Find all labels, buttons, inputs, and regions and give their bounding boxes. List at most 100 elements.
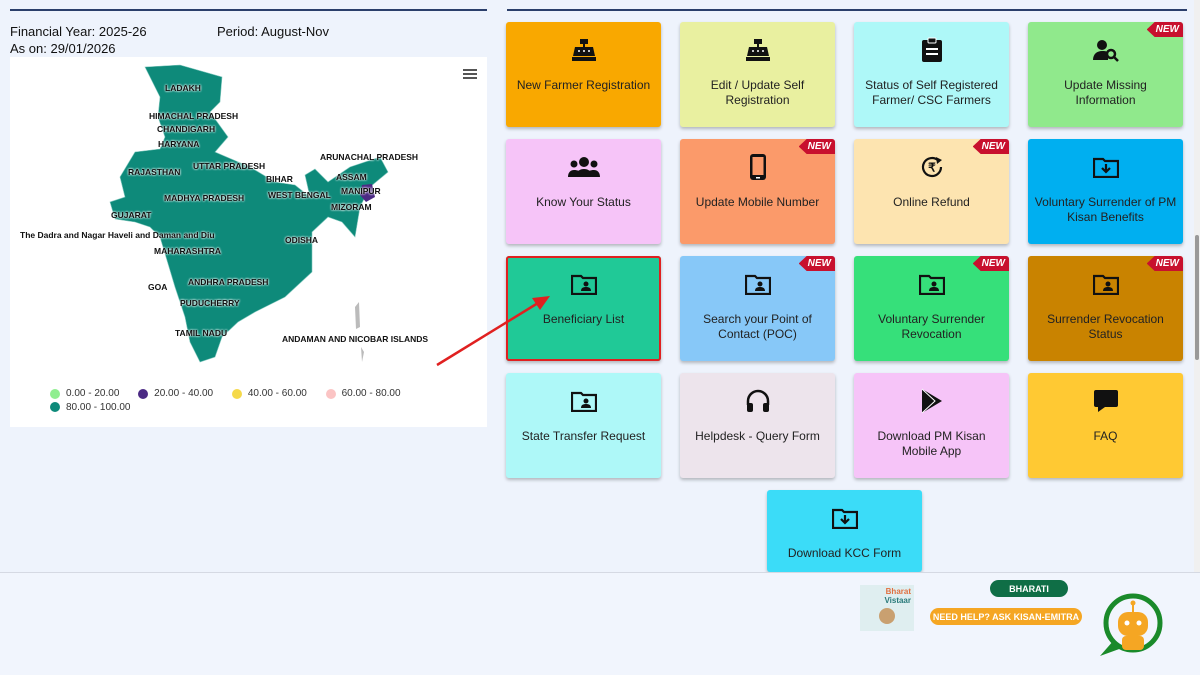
tile-label: Online Refund [893,195,970,209]
tile-voluntary-surrender-of-pm-kisan-benefits[interactable]: Voluntary Surrender of PM Kisan Benefits [1028,139,1183,244]
state-label: The Dadra and Nagar Haveli and Daman and… [20,230,215,240]
legend-item[interactable]: 0.00 - 20.00 [50,388,119,399]
tile-label: New Farmer Registration [516,78,651,92]
clipboard-icon [921,36,943,64]
legend-item[interactable]: 20.00 - 40.00 [138,388,213,399]
tile-label: Download KCC Form [787,546,902,560]
legend-item[interactable]: 60.00 - 80.00 [325,388,401,399]
state-label: MANIPUR [341,186,381,196]
folder-user-icon [570,387,597,415]
users-icon [567,153,600,181]
new-badge: NEW [1146,256,1183,271]
tile-label: Update Missing Information [1064,78,1147,107]
state-label: WEST BENGAL [268,190,331,200]
user-search-icon [1092,36,1119,64]
state-label: HARYANA [158,139,200,149]
tile-label: Download PM Kisan Mobile App [877,429,986,458]
new-badge: NEW [1146,22,1183,37]
legend-item[interactable]: 80.00 - 100.00 [50,402,131,413]
state-label: HIMACHAL PRADESH [149,111,239,121]
state-label: BIHAR [266,174,293,184]
tile-know-your-status[interactable]: Know Your Status [506,139,661,244]
map-legend: 0.00 - 20.00 20.00 - 40.00 40.00 - 60.00… [50,388,470,415]
new-badge: NEW [798,256,835,271]
state-label: LADAKH [165,83,201,93]
new-badge: NEW [972,139,1009,154]
new-badge: NEW [798,139,835,154]
folder-user-icon [570,270,597,298]
tile-beneficiary-list[interactable]: Beneficiary List [506,256,661,361]
tile-update-mobile-number[interactable]: Update Mobile Number NEW [680,139,835,244]
state-label: RAJASTHAN [128,167,181,177]
divider [507,9,1187,11]
tile-status-of-self-registered-farmer-csc-farmers[interactable]: Status of Self Registered Farmer/ CSC Fa… [854,22,1009,127]
robot-icon [1100,593,1163,656]
tile-label: FAQ [1093,429,1118,443]
tile-state-transfer-request[interactable]: State Transfer Request [506,373,661,478]
chatbot-button[interactable] [1100,592,1163,656]
mobile-icon [749,153,767,181]
tile-edit-update-self-registration[interactable]: Edit / Update Self Registration [680,22,835,127]
play-store-icon [920,387,944,415]
financial-year: Financial Year: 2025-26 [10,24,147,39]
tile-label: Voluntary Surrender Revocation [878,312,985,341]
as-on-date: As on: 29/01/2026 [10,41,116,56]
tile-label: Search your Point of Contact (POC) [703,312,812,341]
tile-label: Surrender Revocation Status [1047,312,1164,341]
tile-label: Voluntary Surrender of PM Kisan Benefits [1034,195,1177,224]
india-map[interactable] [10,57,487,377]
headphones-icon [745,387,771,415]
divider [10,9,487,11]
tile-surrender-revocation-status[interactable]: Surrender Revocation Status NEW [1028,256,1183,361]
chat-icon [1093,387,1119,415]
state-label: ODISHA [285,235,319,245]
tile-label: State Transfer Request [521,429,646,443]
tile-new-farmer-registration[interactable]: New Farmer Registration [506,22,661,127]
bharat-vistaar-logo[interactable]: Bharat Vistaar [860,585,914,631]
rupee-refund-icon: ₹ [919,153,945,181]
state-label: TAMIL NADU [175,328,228,338]
tile-label: Status of Self Registered Farmer/ CSC Fa… [865,78,998,107]
folder-download-icon [831,504,858,532]
help-chat-prompt[interactable]: NEED HELP? ASK KISAN-EMITRA [930,608,1082,625]
india-map-panel: LADAKH HIMACHAL PRADESH CHANDIGARH HARYA… [10,57,487,427]
scrollbar-thumb[interactable] [1195,235,1199,360]
folder-user-icon [918,270,945,298]
state-label: UTTAR PRADESH [193,161,266,171]
tile-label: Helpdesk - Query Form [695,429,820,443]
state-label: ANDAMAN AND NICOBAR ISLANDS [282,334,429,344]
bharati-badge[interactable]: BHARATI [990,580,1068,597]
tile-download-kcc-form[interactable]: Download KCC Form [767,490,922,572]
state-label: GOA [148,282,168,292]
tile-faq[interactable]: FAQ [1028,373,1183,478]
folder-download-icon [1092,153,1119,181]
avatar [879,608,895,624]
tile-label: Edit / Update Self Registration [710,78,805,107]
state-label: MADHYA PRADESH [164,193,245,203]
tile-update-missing-information[interactable]: Update Missing Information NEW [1028,22,1183,127]
state-label: MIZORAM [331,202,372,212]
state-label: MAHARASHTRA [154,246,222,256]
folder-user-icon [1092,270,1119,298]
period: Period: August-Nov [217,24,330,39]
state-label: ASSAM [336,172,367,182]
state-label: PUDUCHERRY [180,298,240,308]
legend-item[interactable]: 40.00 - 60.00 [231,388,307,399]
tile-search-your-point-of-contact-poc[interactable]: Search your Point of Contact (POC) NEW [680,256,835,361]
cash-register-icon [571,36,597,64]
cash-register-icon [745,36,771,64]
state-label: ANDHRA PRADESH [188,277,269,287]
tile-label: Beneficiary List [542,312,625,326]
tile-voluntary-surrender-revocation[interactable]: Voluntary Surrender Revocation NEW [854,256,1009,361]
folder-user-icon [744,270,771,298]
state-label: CHANDIGARH [157,124,216,134]
state-label: ARUNACHAL PRADESH [320,152,419,162]
tile-label: Update Mobile Number [695,195,820,209]
menu-icon[interactable] [463,67,477,81]
tile-download-pm-kisan-mobile-app[interactable]: Download PM Kisan Mobile App [854,373,1009,478]
state-label: GUJARAT [111,210,152,220]
tile-online-refund[interactable]: ₹ Online Refund NEW [854,139,1009,244]
tile-helpdesk-query-form[interactable]: Helpdesk - Query Form [680,373,835,478]
tile-label: Know Your Status [536,195,631,209]
new-badge: NEW [972,256,1009,271]
